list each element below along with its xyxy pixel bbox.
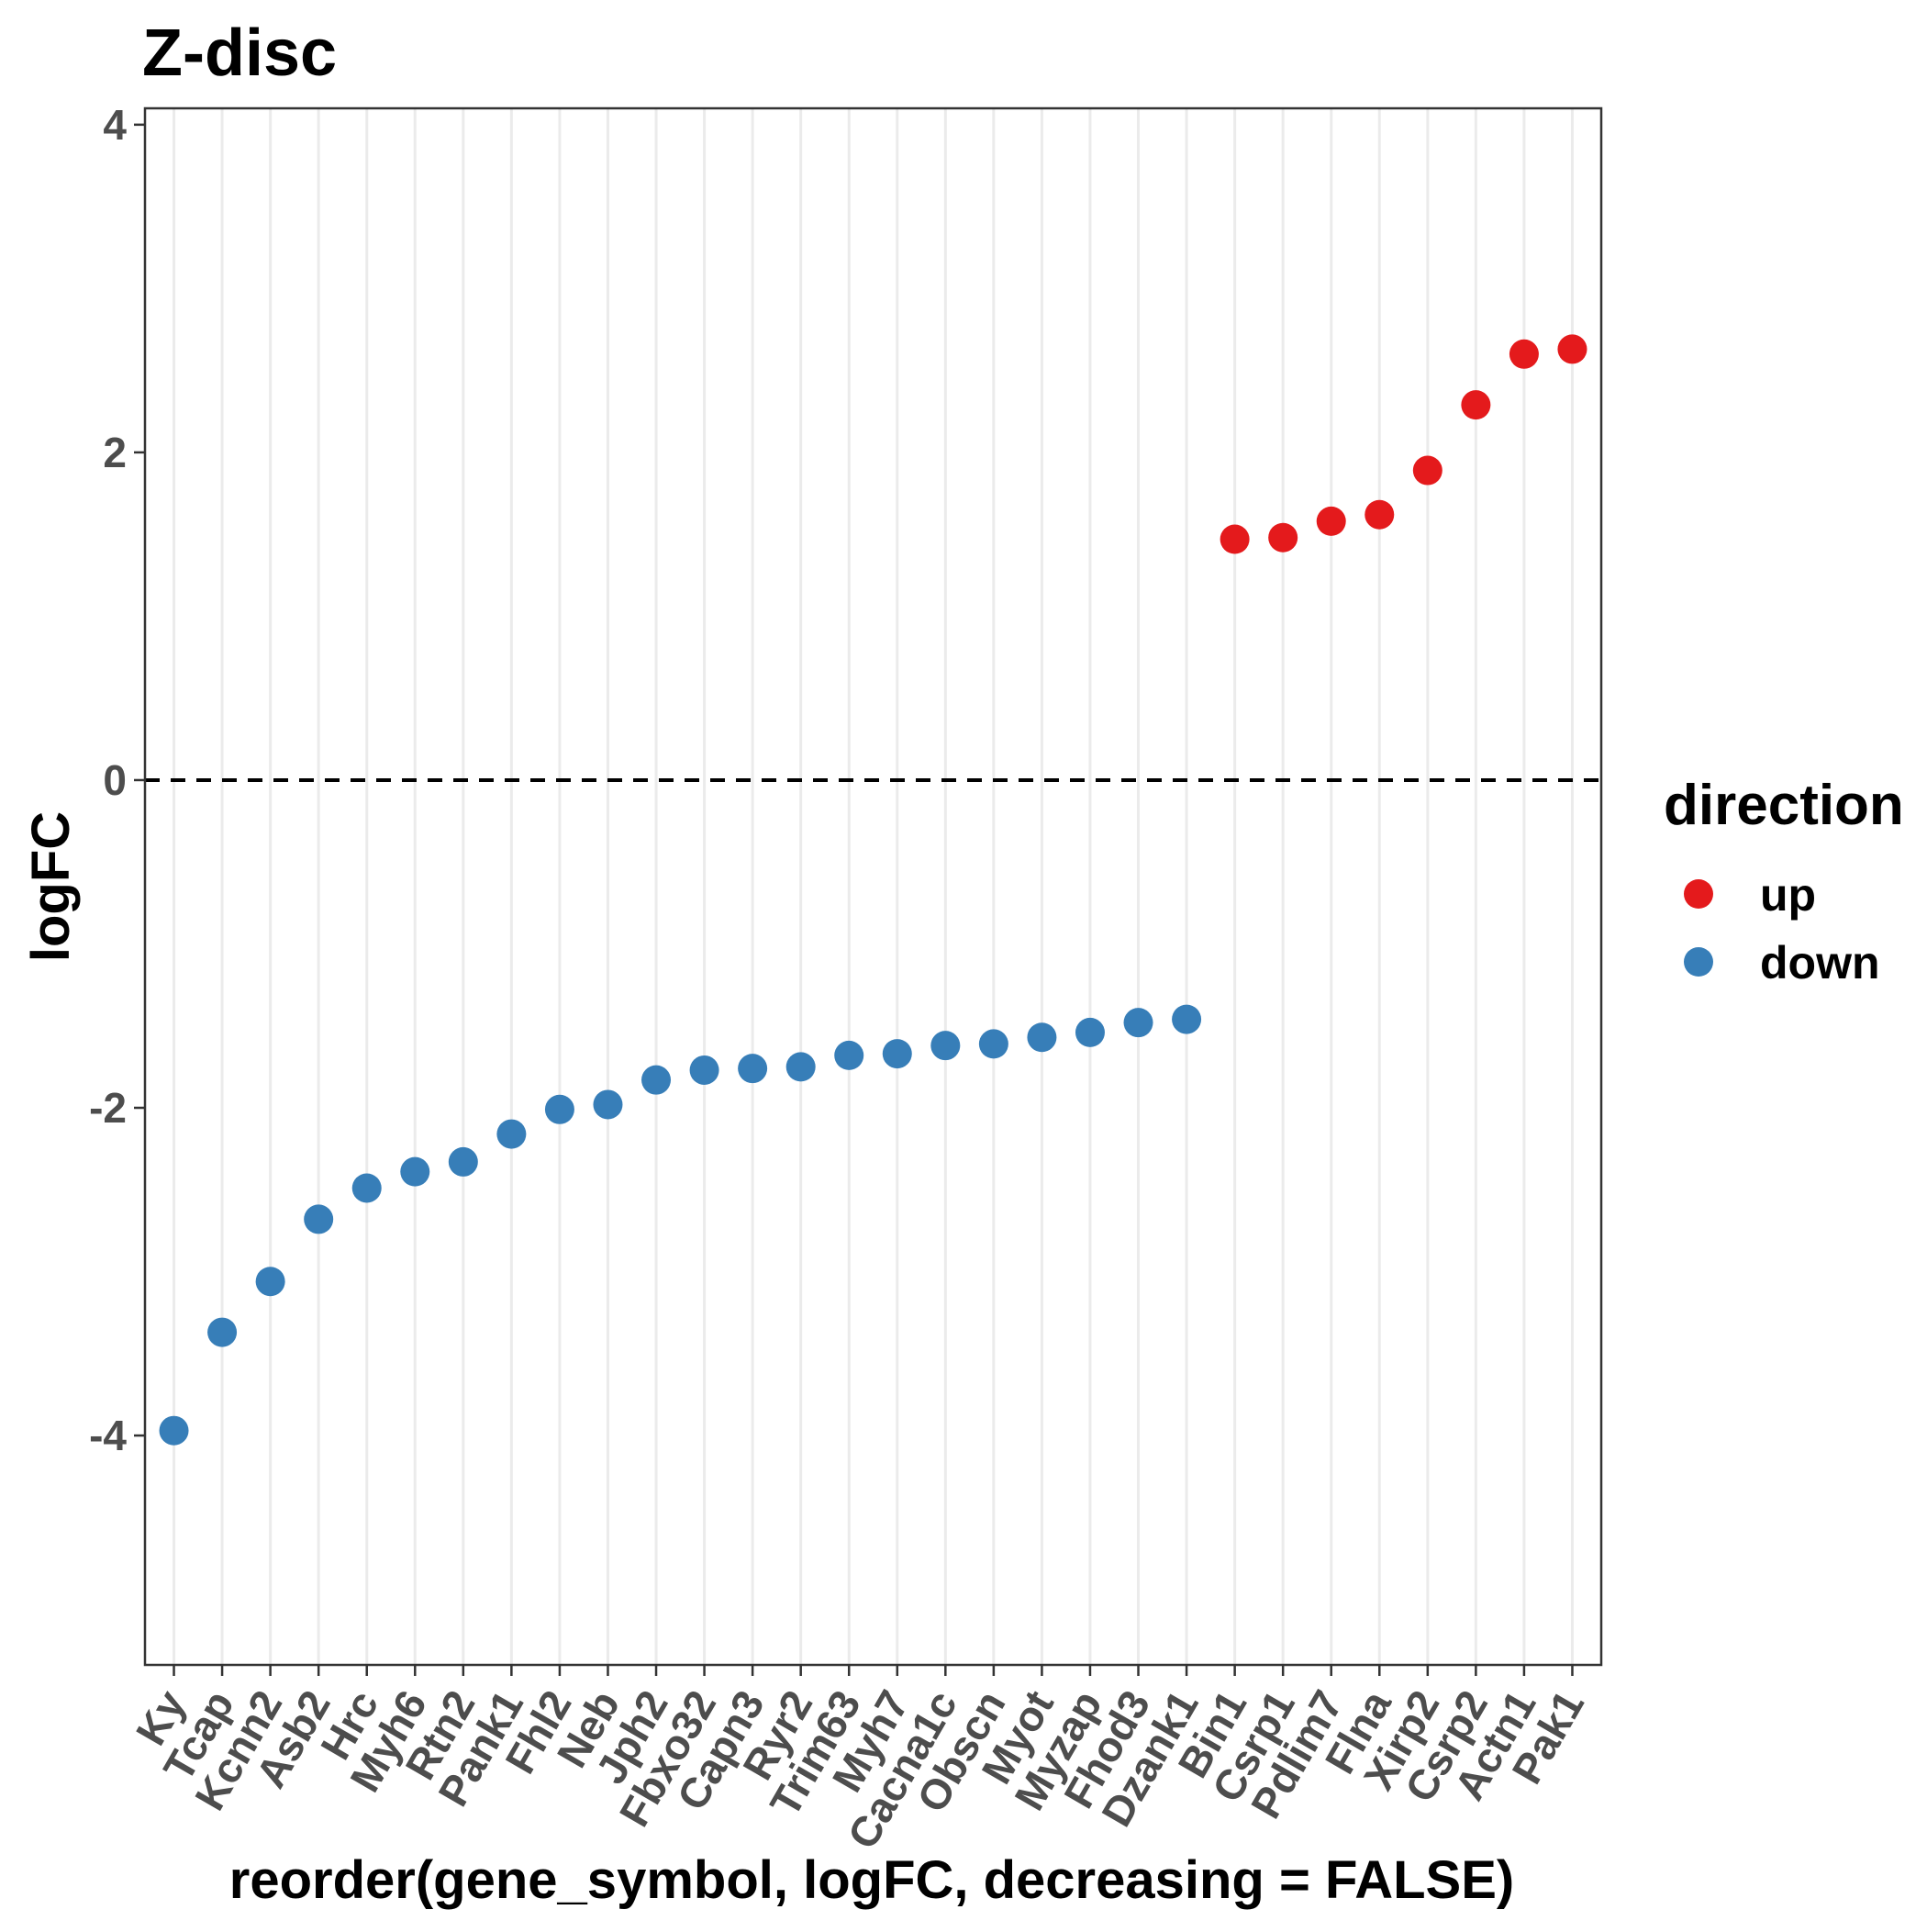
plot-border bbox=[143, 106, 1603, 1667]
y-axis-title: logFC bbox=[21, 811, 81, 962]
point-Myzap bbox=[1075, 1017, 1105, 1047]
x-axis-title: reorder(gene_symbol, logFC, decreasing =… bbox=[229, 1850, 1514, 1910]
point-Csrp1 bbox=[1268, 522, 1298, 553]
point-Trim63 bbox=[834, 1040, 864, 1070]
point-Neb bbox=[593, 1089, 623, 1120]
grid-layer bbox=[173, 108, 1574, 1665]
legend-title: direction bbox=[1664, 774, 1904, 837]
point-Fhod3 bbox=[1123, 1008, 1153, 1038]
point-Ky bbox=[159, 1415, 189, 1446]
point-Kcnn2 bbox=[255, 1267, 285, 1297]
point-Csrp2 bbox=[1461, 390, 1491, 420]
legend-key-down bbox=[1684, 947, 1713, 977]
point-Bin1 bbox=[1220, 524, 1250, 554]
points-layer bbox=[159, 334, 1587, 1446]
y-tick-label-4: 4 bbox=[103, 101, 127, 149]
legend-key-up bbox=[1684, 879, 1713, 909]
y-tick-label-0: 0 bbox=[103, 756, 127, 804]
point-Dzank1 bbox=[1172, 1004, 1202, 1034]
y-tick-label--2: -2 bbox=[89, 1084, 127, 1132]
point-Cacna1c bbox=[930, 1031, 961, 1061]
point-Xirp2 bbox=[1412, 455, 1442, 486]
legend: direction up down bbox=[1664, 774, 1904, 988]
point-Asb2 bbox=[304, 1204, 334, 1234]
y-tick-label--4: -4 bbox=[89, 1412, 127, 1459]
point-Rtn2 bbox=[448, 1146, 478, 1177]
point-Capn3 bbox=[738, 1054, 768, 1084]
point-Myh6 bbox=[400, 1156, 430, 1187]
point-Myot bbox=[1027, 1022, 1057, 1053]
point-Pak1 bbox=[1557, 334, 1587, 364]
point-Obscn bbox=[978, 1029, 1008, 1059]
point-Pank1 bbox=[496, 1119, 527, 1149]
legend-label-up: up bbox=[1760, 869, 1816, 921]
point-Jph2 bbox=[641, 1065, 672, 1095]
y-axis: -4 -2 0 2 4 bbox=[89, 101, 145, 1459]
point-Flna bbox=[1364, 499, 1395, 530]
y-tick-label-2: 2 bbox=[103, 429, 127, 476]
point-Hrc bbox=[351, 1173, 382, 1203]
plot-panel bbox=[145, 108, 1601, 1665]
point-Ryr2 bbox=[785, 1052, 816, 1082]
point-Fbxo32 bbox=[689, 1055, 719, 1085]
chart-title: Z-disc bbox=[142, 17, 337, 90]
point-Fhl2 bbox=[544, 1094, 574, 1124]
point-Tcap bbox=[207, 1317, 238, 1347]
point-Actn1 bbox=[1509, 339, 1539, 369]
point-Myh7 bbox=[882, 1039, 912, 1069]
legend-label-down: down bbox=[1760, 937, 1880, 988]
x-axis: KyTcapKcnn2Asb2HrcMyh6Rtn2Pank1Fhl2NebJp… bbox=[127, 1665, 1593, 1857]
point-Pdlim7 bbox=[1316, 506, 1346, 536]
